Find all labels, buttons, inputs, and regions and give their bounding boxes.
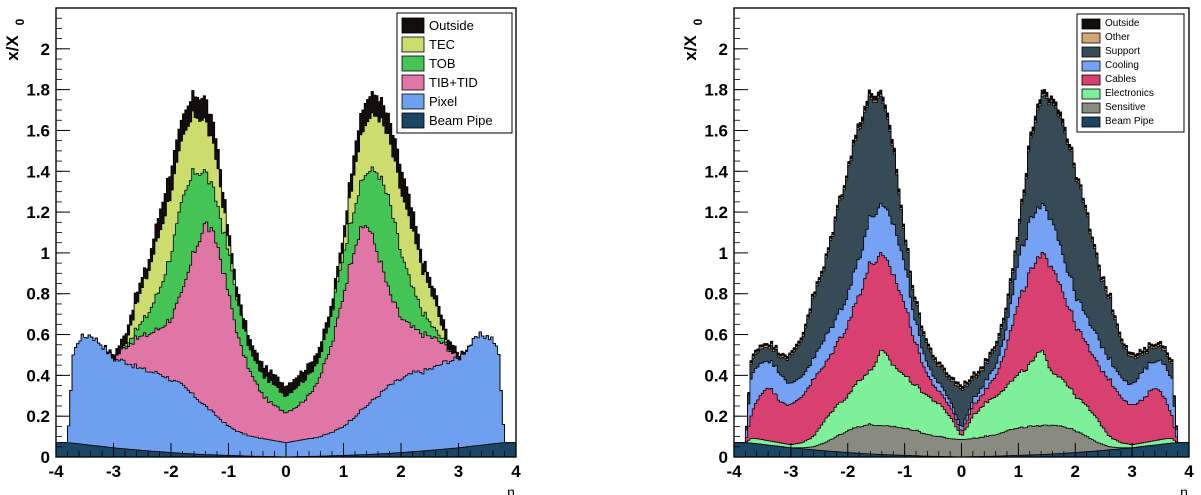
right-chart-panel: -4 -3 -2 -1 0 1 2 3 4 0 0.2 0.4 0.6 0.8 1 1.2 1.4 1.6 1.8 2… bbox=[601, 0, 1201, 495]
left-chart-panel: -4 -3 -2 -1 0 1 2 3 4 0 0.2 0.4 0.6 0.8 1 1.2 1.4 1.6 1.8 2… bbox=[0, 0, 600, 495]
legend-label-cooling: Cooling bbox=[1105, 60, 1139, 71]
legend: Outside Other Support Cooling Cables Electron… bbox=[1076, 13, 1185, 133]
y-tick-label: 1.8 bbox=[26, 81, 50, 100]
right-chart: -4 -3 -2 -1 0 1 2 3 4 0 0.2 0.4 0.6 0.8 1 1.2 1.4 1.6 1.8 2… bbox=[681, 7, 1194, 495]
x-tick-label: 2 bbox=[1071, 462, 1080, 481]
y-axis-title-subscript: 0 bbox=[691, 18, 705, 25]
x-tick-label: -4 bbox=[48, 462, 64, 481]
legend-label-outside: Outside bbox=[1105, 18, 1140, 29]
legend-swatch-beam-pipe bbox=[401, 112, 425, 129]
legend-swatch-cables bbox=[1081, 74, 1101, 86]
x-tick-label: 0 bbox=[281, 462, 290, 481]
y-tick-label: 2 bbox=[719, 40, 728, 59]
y-tick-label: 1.6 bbox=[26, 121, 50, 140]
legend-swatch-outside bbox=[1081, 18, 1101, 30]
y-axis-title-subscript: 0 bbox=[13, 18, 27, 25]
y-tick-label: 0 bbox=[41, 448, 50, 467]
x-tick-label: 1 bbox=[339, 462, 348, 481]
legend-swatch-tec bbox=[401, 36, 425, 53]
y-axis-title: x/X bbox=[3, 35, 22, 61]
legend-swatch-beam-pipe bbox=[1081, 116, 1101, 128]
x-tick-label: -1 bbox=[897, 462, 912, 481]
x-tick-label: 4 bbox=[511, 462, 521, 481]
y-tick-label: 0.4 bbox=[704, 366, 728, 385]
y-tick-label: 0.8 bbox=[704, 285, 728, 304]
y-tick-label: 1.2 bbox=[26, 203, 50, 222]
y-axis-title: x/X bbox=[681, 35, 700, 61]
y-tick-label: 0.8 bbox=[26, 285, 50, 304]
legend-label-beam-pipe: Beam Pipe bbox=[429, 113, 493, 128]
legend-label-tec: TEC bbox=[429, 37, 455, 52]
legend-label-support: Support bbox=[1105, 46, 1140, 57]
y-tick-label: 2 bbox=[41, 40, 50, 59]
x-tick-label: -2 bbox=[840, 462, 855, 481]
legend-label-pixel: Pixel bbox=[429, 94, 457, 109]
legend-label-tib-tid: TIB+TID bbox=[429, 75, 478, 90]
y-tick-label: 1.6 bbox=[704, 121, 728, 140]
x-tick-label: -1 bbox=[221, 462, 236, 481]
x-tick-label: 3 bbox=[1127, 462, 1136, 481]
x-tick-label: -2 bbox=[163, 462, 178, 481]
y-tick-label: 0.2 bbox=[704, 407, 728, 426]
x-tick-label: -3 bbox=[106, 462, 121, 481]
stacked-areas bbox=[733, 89, 1190, 458]
legend-swatch-pixel bbox=[401, 93, 425, 110]
y-tick-label: 0 bbox=[719, 448, 728, 467]
left-chart: -4 -3 -2 -1 0 1 2 3 4 0 0.2 0.4 0.6 0.8 1 1.2 1.4 1.6 1.8 2… bbox=[3, 7, 521, 495]
legend-box bbox=[1076, 13, 1185, 133]
x-tick-label: 3 bbox=[454, 462, 463, 481]
stacked-areas bbox=[55, 90, 517, 458]
legend-label-beam-pipe: Beam Pipe bbox=[1105, 116, 1154, 127]
x-tick-label: 1 bbox=[1014, 462, 1023, 481]
legend-swatch-other bbox=[1081, 32, 1101, 44]
legend-swatch-tib-tid bbox=[401, 74, 425, 91]
legend-swatch-sensitive bbox=[1081, 102, 1101, 114]
y-tick-label: 0.4 bbox=[26, 366, 50, 385]
legend-swatch-electronics bbox=[1081, 88, 1101, 100]
y-tick-label: 0.2 bbox=[26, 407, 50, 426]
x-tick-label: 0 bbox=[957, 462, 966, 481]
legend-label-other: Other bbox=[1105, 32, 1131, 43]
legend-label-outside: Outside bbox=[429, 18, 474, 33]
y-tick-label: 1.4 bbox=[26, 162, 50, 181]
y-tick-label: 0.6 bbox=[26, 326, 50, 345]
legend-swatch-cooling bbox=[1081, 60, 1101, 72]
legend-label-tob: TOB bbox=[429, 56, 456, 71]
legend: Outside TEC TOB TIB+TID Pixel Beam Pipe bbox=[396, 12, 513, 134]
y-tick-label: 1 bbox=[41, 244, 50, 263]
x-axis-title: η bbox=[507, 484, 515, 495]
area-pixel bbox=[55, 331, 517, 458]
y-tick-label: 0.6 bbox=[704, 326, 728, 345]
x-axis-title: η bbox=[1180, 484, 1188, 495]
legend-swatch-support bbox=[1081, 46, 1101, 58]
legend-label-sensitive: Sensitive bbox=[1105, 102, 1146, 113]
x-tick-label: -4 bbox=[726, 462, 742, 481]
legend-swatch-outside bbox=[401, 17, 425, 34]
legend-swatch-tob bbox=[401, 55, 425, 72]
x-tick-label: -3 bbox=[783, 462, 798, 481]
y-tick-label: 1 bbox=[719, 244, 728, 263]
x-tick-label: 2 bbox=[396, 462, 405, 481]
legend-label-electronics: Electronics bbox=[1105, 88, 1154, 99]
legend-label-cables: Cables bbox=[1105, 74, 1136, 85]
y-tick-label: 1.2 bbox=[704, 203, 728, 222]
x-tick-label: 4 bbox=[1184, 462, 1194, 481]
y-tick-label: 1.8 bbox=[704, 81, 728, 100]
y-tick-label: 1.4 bbox=[704, 162, 728, 181]
